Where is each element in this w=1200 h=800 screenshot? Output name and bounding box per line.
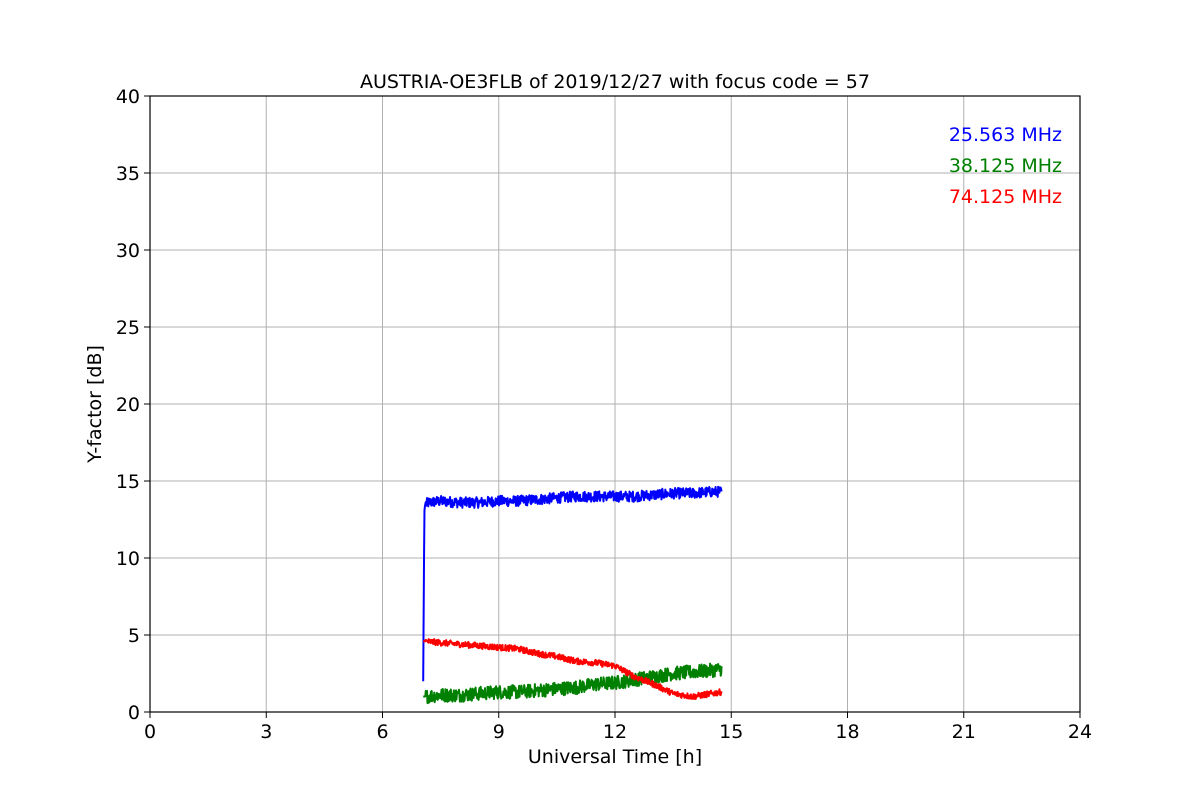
legend-entry: 74.125 MHz	[949, 186, 1062, 208]
y-tick-label: 5	[128, 625, 140, 647]
x-tick-label: 15	[719, 721, 743, 743]
x-tick-label: 0	[144, 721, 156, 743]
y-tick-label: 20	[116, 394, 140, 416]
y-tick-label: 15	[116, 471, 140, 493]
series-line-1	[422, 485, 723, 682]
legend-entry: 38.125 MHz	[949, 155, 1062, 177]
x-tick-label: 3	[260, 721, 272, 743]
y-axis: 0 5 10 15 20 25 30 35 40	[116, 86, 150, 724]
legend-entry: 25.563 MHz	[949, 124, 1062, 146]
chart-title: AUSTRIA-OE3FLB of 2019/12/27 with focus …	[360, 71, 870, 93]
x-tick-label: 21	[952, 721, 976, 743]
x-axis-label: Universal Time [h]	[528, 746, 702, 768]
y-tick-label: 10	[116, 548, 140, 570]
x-tick-label: 9	[493, 721, 505, 743]
x-tick-label: 24	[1068, 721, 1092, 743]
legend: 25.563 MHz 38.125 MHz 74.125 MHz	[949, 124, 1062, 208]
y-axis-label: Y-factor [dB]	[84, 345, 106, 464]
y-tick-label: 35	[116, 163, 140, 185]
y-tick-label: 40	[116, 86, 140, 108]
x-axis: 0 3 6 9 12 15 18 21 24	[144, 712, 1092, 743]
y-tick-label: 30	[116, 240, 140, 262]
series-layer	[422, 485, 723, 705]
series-line-3	[422, 638, 723, 700]
x-tick-label: 18	[835, 721, 859, 743]
x-tick-label: 6	[376, 721, 388, 743]
x-tick-label: 12	[603, 721, 627, 743]
series-line-2	[422, 662, 723, 705]
y-tick-label: 25	[116, 317, 140, 339]
y-tick-label: 0	[128, 702, 140, 724]
